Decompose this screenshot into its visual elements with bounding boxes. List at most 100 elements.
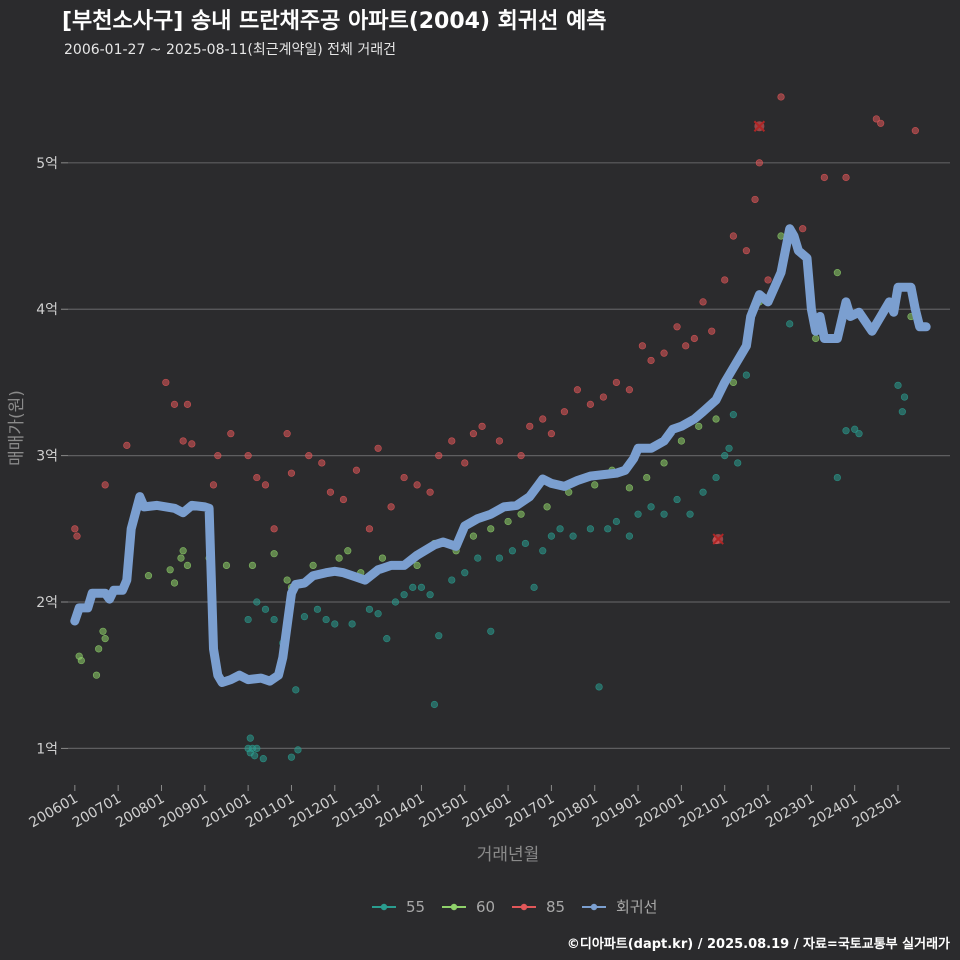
point-55-26 <box>417 583 426 591</box>
point-55-35 <box>508 547 517 555</box>
outlier-x-mark-0 <box>753 120 766 132</box>
point-85-30 <box>448 437 456 445</box>
point-55-45 <box>612 517 620 526</box>
point-55-20 <box>365 605 374 613</box>
point-60-21 <box>344 547 352 555</box>
point-60-16 <box>283 576 291 584</box>
point-85-39 <box>560 408 569 416</box>
point-85-45 <box>638 342 646 350</box>
regression-line-layer <box>70 224 931 687</box>
point-60-13 <box>222 561 231 570</box>
point-55-48 <box>647 503 655 511</box>
x-tick-label: 200801 <box>113 791 167 832</box>
point-85-54 <box>721 276 729 284</box>
x-tick-label: 201701 <box>503 791 557 832</box>
point-55-9 <box>292 686 300 694</box>
y-axis-ticks: 1억 2억 3억 4억 5억 <box>36 156 58 758</box>
outlier-marks <box>712 120 766 545</box>
point-55-66 <box>900 393 909 401</box>
legend-marker-55 <box>380 903 388 911</box>
point-85-10 <box>214 452 222 460</box>
point-85-37 <box>539 415 547 423</box>
x-tick-label: 202401 <box>806 791 860 832</box>
point-85-2 <box>101 481 109 489</box>
y-tick-label: 2억 <box>36 595 58 611</box>
point-85-4 <box>162 378 170 387</box>
point-55-51 <box>686 510 694 518</box>
point-55-30 <box>448 576 456 584</box>
point-85-60 <box>777 93 785 101</box>
point-85-20 <box>326 488 335 496</box>
point-55-36 <box>521 539 530 548</box>
point-85-9 <box>209 481 218 489</box>
point-85-7 <box>183 400 192 408</box>
point-60-39 <box>677 437 685 445</box>
point-55-10 <box>244 615 252 624</box>
point-55-61 <box>842 427 850 435</box>
point-60-1 <box>77 656 85 665</box>
point-60-23 <box>378 554 387 562</box>
point-85-52 <box>708 327 716 335</box>
point-55-24 <box>400 591 408 599</box>
y-tick-label: 1억 <box>36 741 58 757</box>
caption: ©디아파트(dapt.kr) / 2025.08.19 / 자료=국토교통부 실… <box>567 936 950 952</box>
point-55-7 <box>287 753 296 761</box>
point-55-8 <box>294 746 302 754</box>
point-55-55 <box>725 444 733 452</box>
point-85-19 <box>318 459 326 467</box>
scatter-points <box>71 93 924 763</box>
x-tick-label: 201101 <box>243 791 297 832</box>
point-55-34 <box>495 554 504 562</box>
point-55-49 <box>660 510 668 518</box>
point-55-43 <box>595 683 603 691</box>
point-55-52 <box>699 488 707 496</box>
point-85-51 <box>699 298 707 306</box>
point-85-55 <box>729 232 737 240</box>
legend-label: 55 <box>406 898 425 916</box>
legend: 55 60 85 회귀선 <box>372 898 657 916</box>
point-60-45 <box>812 334 820 343</box>
point-55-15 <box>300 613 309 621</box>
point-55-39 <box>547 532 556 540</box>
point-60-42 <box>729 378 737 387</box>
point-55-58 <box>742 371 750 379</box>
point-85-24 <box>374 444 382 452</box>
x-tick-label: 201901 <box>590 791 644 832</box>
point-55-63 <box>855 430 863 438</box>
point-55-5 <box>253 744 261 753</box>
point-85-48 <box>673 323 681 331</box>
point-60-11 <box>183 561 192 570</box>
point-85-15 <box>270 525 278 533</box>
point-55-28 <box>430 700 439 709</box>
point-85-40 <box>573 386 582 394</box>
point-60-20 <box>335 554 343 562</box>
point-85-42 <box>599 393 607 401</box>
point-55-4 <box>246 734 254 742</box>
point-85-6 <box>179 437 187 445</box>
point-85-41 <box>586 400 595 408</box>
x-tick-label: 202201 <box>720 791 774 832</box>
point-85-32 <box>469 430 478 438</box>
point-85-22 <box>352 466 361 474</box>
point-85-13 <box>253 473 261 482</box>
point-85-64 <box>872 115 880 123</box>
point-55-11 <box>253 598 261 606</box>
legend-label: 회귀선 <box>616 898 657 916</box>
point-55-27 <box>426 591 434 599</box>
point-85-17 <box>287 469 296 477</box>
point-85-5 <box>170 400 179 408</box>
point-85-29 <box>435 452 443 460</box>
point-60-15 <box>270 550 278 558</box>
point-60-32 <box>543 503 551 511</box>
point-85-61 <box>799 225 807 233</box>
point-60-9 <box>177 554 185 562</box>
point-85-28 <box>426 488 434 496</box>
x-axis-ticks: 2006012007012008012009012010012011012012… <box>27 785 904 831</box>
point-55-25 <box>409 583 417 591</box>
point-85-8 <box>188 440 196 448</box>
point-60-18 <box>309 561 317 570</box>
point-85-21 <box>339 495 348 504</box>
x-tick-label: 200601 <box>27 791 81 832</box>
point-85-25 <box>387 503 395 511</box>
point-85-35 <box>517 452 525 460</box>
